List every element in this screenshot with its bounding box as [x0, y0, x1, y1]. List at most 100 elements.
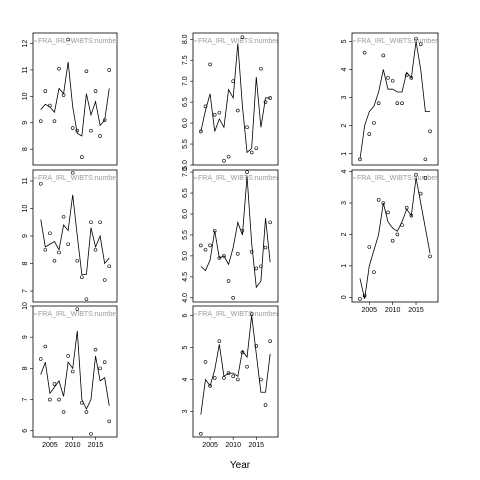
point: [372, 270, 376, 274]
panel-frame: [192, 32, 279, 166]
panel-frame: [32, 169, 118, 303]
plot-area: FRA_IRL_WIBTS:numbers: [194, 311, 278, 436]
point: [409, 213, 414, 218]
point: [428, 254, 432, 259]
y-tick-label: 5.5: [182, 139, 189, 149]
point: [222, 376, 226, 380]
point: [102, 278, 107, 282]
point: [75, 307, 80, 311]
point: [217, 339, 222, 343]
point: [400, 223, 404, 227]
point: [386, 210, 390, 215]
point: [66, 354, 70, 358]
point: [231, 79, 235, 83]
point: [259, 264, 263, 269]
y-tick-label: 7.0: [182, 167, 189, 177]
point: [52, 258, 57, 263]
point: [358, 297, 362, 301]
point: [48, 397, 52, 402]
y-tick-label: 6: [182, 314, 189, 318]
x-tick-label: 2010: [225, 442, 241, 449]
point: [61, 214, 66, 219]
panel: 0 1 2 3 4 2005 2010 2015 FRA_IRL_WIBTS:numbers: [341, 169, 439, 314]
point: [102, 360, 107, 364]
y-tick-label: 9: [22, 234, 29, 238]
point: [217, 256, 222, 260]
point: [80, 400, 84, 405]
point: [259, 377, 263, 382]
point: [240, 350, 245, 355]
point: [263, 245, 268, 250]
fit-line: [200, 315, 271, 415]
point: [240, 228, 245, 233]
point: [254, 266, 259, 271]
y-tick-label: 8: [22, 366, 29, 370]
point: [208, 243, 212, 248]
x-tick-label: 2015: [88, 442, 104, 449]
y-tick-label: 3: [182, 409, 189, 413]
point: [66, 242, 70, 247]
point: [236, 108, 240, 113]
y-tick-label: 6.5: [182, 97, 189, 107]
point: [208, 62, 212, 67]
panel-frame: [351, 169, 439, 303]
panel-frame: [351, 32, 439, 166]
y-tick-label: 0: [341, 295, 348, 299]
y-tick-label: 8: [22, 261, 29, 265]
point: [38, 357, 43, 361]
panel-label: FRA_IRL_WIBTS:numbers: [38, 175, 123, 182]
point: [418, 191, 423, 196]
panel-label: FRA_IRL_WIBTS:numbers: [357, 38, 442, 45]
point: [57, 66, 61, 71]
point: [362, 293, 367, 298]
y-tick-label: 6: [22, 429, 29, 433]
y-tick-label: 4: [341, 67, 348, 71]
panel-frame: [32, 305, 118, 438]
point: [236, 377, 240, 382]
panel-label: FRA_IRL_WIBTS:numbers: [38, 311, 123, 318]
plot-area: FRA_IRL_WIBTS:numbers: [34, 307, 123, 436]
point: [75, 128, 80, 133]
panel: 6 7 8 9 10 2005 2010 2015 FRA_IRL_WIBTS:numbers: [22, 302, 123, 449]
y-tick-label: 11: [22, 177, 29, 184]
point: [268, 96, 272, 100]
point: [418, 42, 423, 47]
point: [203, 104, 208, 109]
y-tick-label: 2: [341, 124, 348, 128]
plot-area: FRA_IRL_WIBTS:numbers: [353, 36, 442, 162]
y-tick-label: 5.5: [182, 230, 189, 240]
y-tick-label: 2: [341, 232, 348, 236]
point: [43, 344, 48, 349]
y-tick-label: 4: [182, 377, 189, 381]
point: [199, 243, 203, 248]
y-tick-label: 7: [22, 398, 29, 402]
y-tick-label: 8: [22, 147, 29, 151]
point: [226, 154, 231, 159]
panel: 8 9 10 11 12 FRA_IRL_WIBTS:numbers: [22, 32, 118, 166]
y-tick-label: 7: [22, 289, 29, 293]
point: [249, 312, 254, 316]
point: [212, 376, 217, 380]
point: [409, 76, 414, 80]
plot-area: FRA_IRL_WIBTS:numbers: [34, 170, 123, 302]
point: [52, 382, 57, 386]
fit-line: [40, 61, 110, 137]
point: [38, 119, 43, 123]
panel: 7 8 9 10 11 FRA_IRL_WIBTS:numbers: [22, 169, 123, 303]
panel-frame: [192, 305, 279, 438]
panel-label: FRA_IRL_WIBTS:numbers: [198, 38, 283, 45]
fit-line: [40, 194, 110, 275]
point: [80, 155, 84, 159]
y-tick-label: 6.0: [182, 209, 189, 219]
y-tick-label: 5: [182, 345, 189, 349]
panel-label: FRA_IRL_WIBTS:numbers: [198, 175, 283, 182]
fit-line: [40, 330, 110, 410]
y-tick-label: 1: [341, 152, 348, 156]
point: [423, 176, 428, 180]
point: [61, 410, 66, 414]
point: [57, 250, 61, 255]
point: [231, 374, 235, 379]
point: [107, 68, 112, 72]
point: [203, 360, 208, 364]
